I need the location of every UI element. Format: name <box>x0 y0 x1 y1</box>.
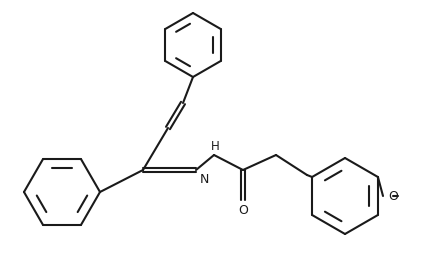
Text: N: N <box>200 173 209 186</box>
Text: H: H <box>211 140 219 153</box>
Text: O: O <box>238 204 248 217</box>
Text: O: O <box>388 189 398 202</box>
